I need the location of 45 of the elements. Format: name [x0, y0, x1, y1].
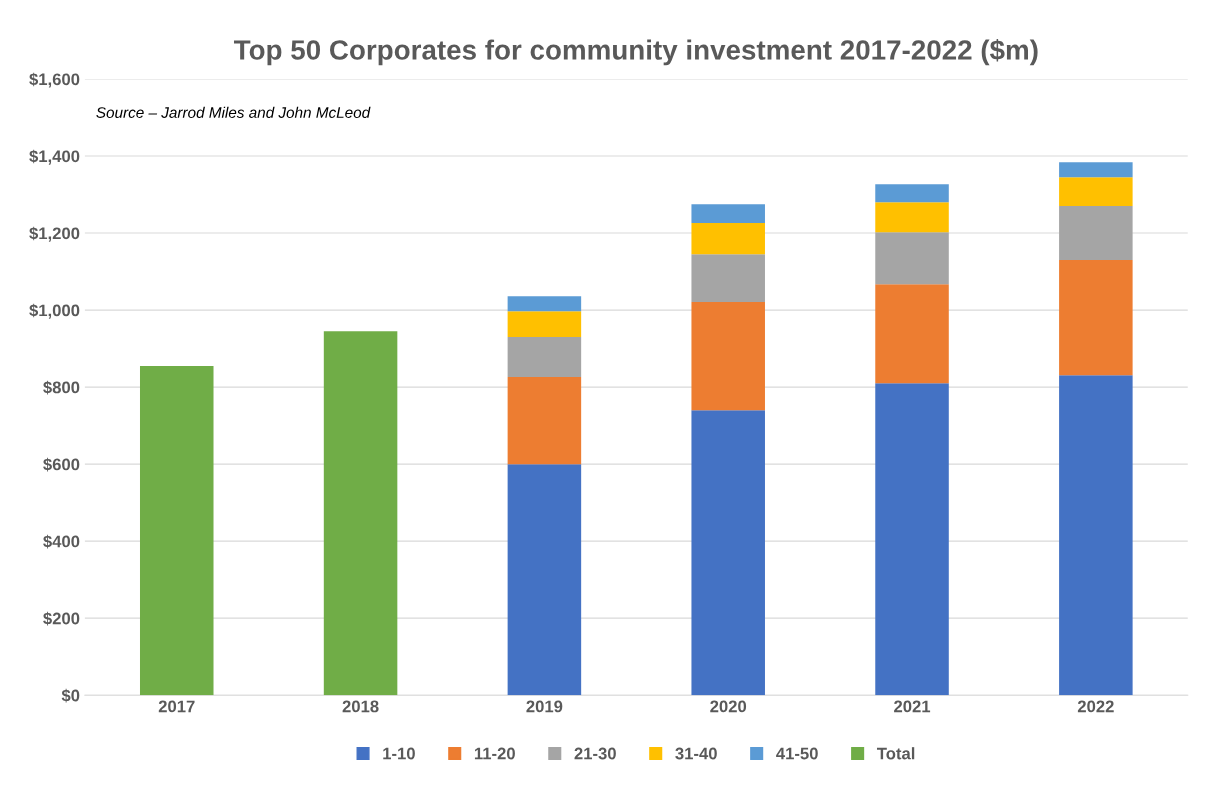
legend-label: 31-40	[675, 747, 717, 760]
chart-title: Top 50 Corporates for community investment 2017-2022 ($m)	[234, 38, 1038, 66]
x-tick-label: 2017	[158, 700, 195, 713]
bar	[691, 223, 765, 255]
y-tick-label: $1,000	[29, 303, 80, 319]
bar	[1059, 162, 1133, 178]
x-tick-label: 2020	[710, 700, 747, 713]
legend-label: Total	[877, 747, 915, 760]
bar	[691, 410, 765, 696]
bar	[875, 232, 949, 285]
legend-label: 21-30	[574, 747, 616, 760]
legend-label: 11-20	[474, 747, 515, 760]
bar	[507, 296, 582, 312]
y-tick-label: $600	[43, 457, 80, 472]
bar	[1059, 260, 1133, 376]
bar	[507, 464, 582, 696]
bar	[507, 311, 582, 338]
legend-label: 41-50	[776, 747, 818, 760]
y-tick-label: $400	[43, 534, 80, 549]
bar	[139, 365, 214, 696]
y-tick-label: $200	[43, 611, 80, 626]
x-tick-label: 2021	[894, 700, 931, 713]
y-tick-label: $1,600	[29, 72, 80, 88]
x-tick-label: 2019	[526, 700, 563, 713]
bar	[875, 202, 949, 233]
legend-label: 1-10	[383, 747, 415, 760]
bar	[875, 383, 949, 696]
annotation: Source – Jarrod Miles and John McLeod	[96, 106, 371, 118]
bar	[1059, 177, 1133, 207]
y-tick-label: $0	[61, 688, 80, 703]
bar	[323, 331, 398, 696]
bar	[691, 254, 765, 302]
y-tick-label: $800	[43, 380, 80, 395]
x-tick-label: 2018	[342, 700, 379, 713]
y-tick-label: $1,400	[29, 149, 80, 165]
bar	[875, 284, 949, 384]
bar	[1059, 206, 1133, 261]
bar	[875, 184, 949, 203]
bar	[1059, 375, 1133, 696]
bar	[691, 204, 765, 224]
bar	[507, 337, 582, 378]
x-tick-label: 2022	[1077, 700, 1114, 713]
bar	[691, 301, 765, 411]
bar	[507, 377, 582, 465]
y-tick-label: $1,200	[29, 226, 80, 242]
